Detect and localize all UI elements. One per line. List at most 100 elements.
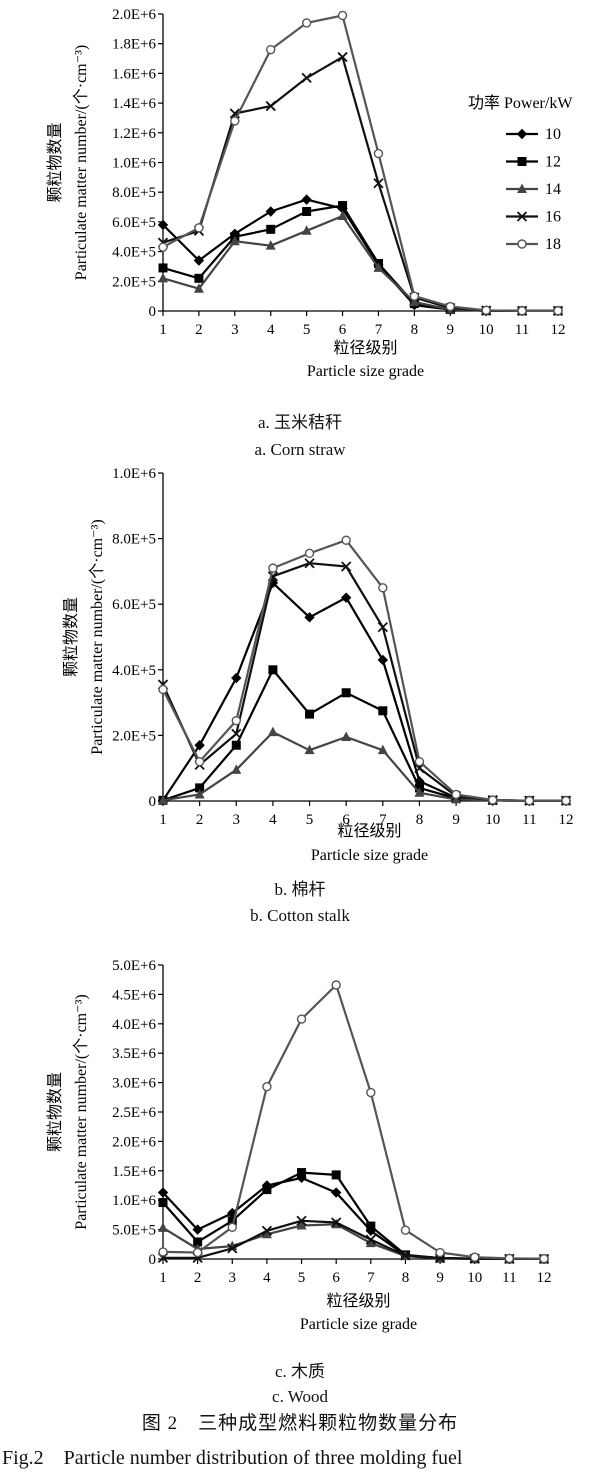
series-18 xyxy=(158,10,563,316)
x-tick-label: 5 xyxy=(298,1270,306,1286)
data-point xyxy=(229,235,240,246)
caption-c-zh: c. 木质 xyxy=(274,1362,326,1381)
data-point xyxy=(378,706,388,716)
x-tick-label: 5 xyxy=(303,322,311,338)
data-point xyxy=(524,795,535,806)
data-point xyxy=(194,273,204,283)
data-point xyxy=(365,1237,376,1248)
data-point xyxy=(266,44,276,55)
series-18 xyxy=(158,980,549,1264)
data-point xyxy=(265,100,276,112)
x-tick-label: 6 xyxy=(339,322,347,338)
legend-label: 10 xyxy=(545,126,561,143)
data-point xyxy=(481,305,491,315)
legend-label: 14 xyxy=(545,181,561,198)
data-point xyxy=(301,18,312,28)
y-axis-label-zh: 颗粒物数量 xyxy=(62,597,80,677)
legend-marker xyxy=(516,128,528,140)
data-point xyxy=(158,684,168,695)
y-axis-label-en: Particulate matter number/(个·cm⁻³) xyxy=(88,519,106,754)
data-point xyxy=(227,1207,238,1219)
x-axis-label-zh: 粒径级别 xyxy=(337,822,401,840)
data-point xyxy=(265,240,276,250)
x-tick-label: 3 xyxy=(231,322,239,338)
y-tick-label: 0 xyxy=(149,1252,157,1268)
data-point xyxy=(331,1170,341,1180)
data-point xyxy=(414,756,425,767)
x-tick-label: 12 xyxy=(551,322,566,338)
chart-c: 0 5.0E+5 1.0E+6 1.5E+6 2.0E+6 2.5E+6 3.0E+6 3.5… xyxy=(46,958,552,1333)
x-tick-label: 10 xyxy=(485,812,500,828)
x-tick-label: 8 xyxy=(416,812,424,828)
x-tick-label: 9 xyxy=(447,322,455,338)
y-tick-label: 2.0E+5 xyxy=(112,728,156,744)
x-tick-label: 2 xyxy=(195,322,203,338)
data-point xyxy=(192,1247,203,1258)
legend-title: 功率 Power/kW xyxy=(468,94,573,112)
series-line-18 xyxy=(162,14,558,312)
series-line-12 xyxy=(162,1171,544,1261)
data-point xyxy=(366,1087,376,1098)
data-point xyxy=(265,206,276,217)
data-point xyxy=(553,306,563,316)
data-point xyxy=(158,263,168,273)
figure-caption-en: Fig.2 Particle number distribution of th… xyxy=(2,1447,463,1469)
x-tick-label: 1 xyxy=(159,1270,167,1286)
data-point xyxy=(262,1082,272,1092)
data-point xyxy=(337,210,348,220)
data-point xyxy=(261,1225,273,1236)
data-point xyxy=(377,654,389,666)
y-tick-label: 3.5E+6 xyxy=(112,1046,156,1062)
x-axis-label-en: Particle size grade xyxy=(307,363,424,380)
data-point xyxy=(539,1254,549,1264)
data-point xyxy=(157,1187,169,1198)
data-point xyxy=(231,672,242,684)
data-point xyxy=(304,548,315,559)
x-axis-label-en: Particle size grade xyxy=(311,847,428,864)
legend-label: 16 xyxy=(545,209,561,226)
data-point xyxy=(377,622,388,633)
data-point xyxy=(341,688,351,698)
caption-b-zh: b. 棉杆 xyxy=(274,880,326,899)
y-tick-label: 3.0E+6 xyxy=(112,1076,156,1092)
y-tick-label: 1.4E+6 xyxy=(112,96,156,112)
x-tick-label: 3 xyxy=(233,812,241,828)
caption-c-en: c. Wood xyxy=(272,1387,328,1406)
series-line-16 xyxy=(163,1219,544,1261)
x-axis-label-en: Particle size grade xyxy=(300,1316,417,1333)
data-point xyxy=(231,740,241,750)
series-line-16 xyxy=(161,562,566,802)
legend-marker xyxy=(517,183,527,193)
x-tick-label: 7 xyxy=(375,322,383,338)
series-line-14 xyxy=(162,214,558,312)
chart-a: 0 2.0E+5 4.0E+5 6.0E+5 8.0E+5 1.0E+6 1.2E+6 1.4… xyxy=(46,7,566,380)
y-tick-label: 6.0E+5 xyxy=(112,215,156,231)
y-tick-label: 1.8E+6 xyxy=(112,37,156,53)
x-tick-label: 7 xyxy=(379,812,387,828)
y-tick-label: 0 xyxy=(149,304,157,320)
x-tick-label: 2 xyxy=(196,812,204,828)
x-tick-label: 4 xyxy=(263,1270,271,1286)
data-point xyxy=(378,583,388,593)
series-line-14 xyxy=(162,730,566,802)
x-tick-label: 6 xyxy=(332,1270,340,1286)
data-point xyxy=(194,223,204,233)
x-tick-label: 9 xyxy=(436,1270,444,1286)
y-tick-label: 4.0E+6 xyxy=(112,1017,156,1033)
data-point xyxy=(340,592,352,603)
data-point xyxy=(193,255,205,266)
data-point xyxy=(157,219,169,231)
data-point xyxy=(158,1222,168,1232)
data-point xyxy=(409,291,420,301)
data-point xyxy=(400,1225,411,1235)
series-line-18 xyxy=(162,539,566,802)
data-point xyxy=(561,795,571,806)
data-point xyxy=(414,776,425,787)
data-point xyxy=(301,72,312,83)
series-16 xyxy=(157,1215,550,1265)
y-tick-label: 1.0E+6 xyxy=(112,466,156,482)
x-tick-label: 4 xyxy=(269,812,277,828)
data-point xyxy=(377,744,388,755)
series-18 xyxy=(158,535,571,806)
